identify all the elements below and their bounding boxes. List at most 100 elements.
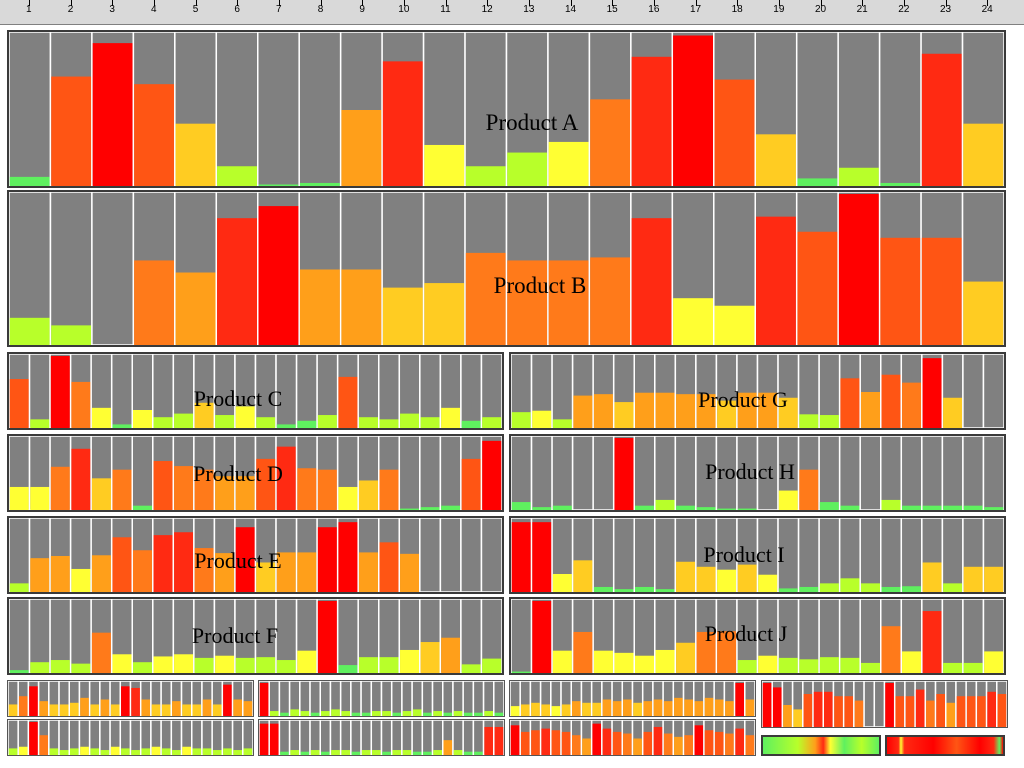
bar-slot bbox=[58, 720, 71, 755]
panel-title: Product I bbox=[703, 542, 785, 567]
bar bbox=[258, 206, 299, 345]
bar bbox=[256, 417, 276, 428]
bar bbox=[541, 704, 551, 716]
bar bbox=[392, 712, 402, 716]
bar bbox=[963, 662, 983, 673]
bar bbox=[9, 317, 50, 345]
bar bbox=[881, 499, 901, 510]
ruler-tick bbox=[237, 0, 239, 6]
bar bbox=[590, 99, 631, 186]
ruler-tick-label: 22 bbox=[898, 4, 910, 15]
bar-slot bbox=[941, 436, 964, 510]
bar-slot bbox=[472, 720, 485, 755]
bar bbox=[9, 670, 29, 673]
bar-slot bbox=[309, 720, 322, 755]
bar bbox=[441, 637, 461, 673]
panel-product-d: Product D bbox=[7, 434, 504, 512]
bar bbox=[963, 123, 1004, 186]
bar-slot bbox=[278, 720, 291, 755]
bar bbox=[943, 505, 963, 510]
bar-slot bbox=[9, 32, 52, 186]
bar bbox=[635, 655, 655, 673]
bar bbox=[592, 723, 602, 755]
bar bbox=[317, 601, 337, 673]
bar bbox=[297, 650, 317, 673]
bar bbox=[280, 712, 289, 716]
bar-slot bbox=[921, 436, 944, 510]
bar bbox=[194, 469, 214, 510]
bar bbox=[341, 110, 382, 186]
bar bbox=[737, 508, 757, 510]
bar bbox=[838, 194, 879, 345]
panel-title: Product H bbox=[705, 459, 795, 484]
bar bbox=[520, 731, 530, 755]
bar bbox=[987, 691, 997, 727]
ruler-tick bbox=[570, 0, 572, 6]
panel-title: Product G bbox=[698, 387, 788, 412]
bar bbox=[997, 694, 1007, 727]
bar bbox=[215, 553, 235, 592]
bar bbox=[885, 683, 894, 727]
bar bbox=[614, 402, 634, 428]
bar bbox=[235, 406, 255, 428]
bar bbox=[778, 397, 798, 428]
bar-slot bbox=[962, 599, 985, 673]
bar bbox=[674, 697, 683, 716]
bar-slot bbox=[460, 354, 483, 428]
bar bbox=[635, 505, 655, 510]
bar bbox=[643, 701, 653, 716]
panel-product-c: Product C bbox=[7, 352, 504, 430]
bar bbox=[90, 704, 100, 716]
bar bbox=[484, 711, 494, 716]
bar bbox=[49, 704, 59, 716]
ruler-tick-label: 23 bbox=[939, 4, 952, 15]
bar bbox=[880, 182, 921, 186]
gradient-strip-2 bbox=[885, 735, 1005, 756]
bar bbox=[737, 660, 757, 673]
bar bbox=[737, 564, 757, 592]
bar bbox=[338, 486, 358, 510]
bar bbox=[676, 561, 696, 592]
bar bbox=[494, 712, 504, 716]
bar-slot bbox=[319, 681, 332, 716]
bar bbox=[235, 657, 255, 673]
panel-title: Product D bbox=[193, 461, 283, 486]
bar-slot bbox=[110, 354, 134, 428]
bar bbox=[582, 702, 591, 716]
bar bbox=[30, 558, 50, 592]
bars-svg-mini-16 bbox=[510, 720, 755, 755]
bar bbox=[290, 709, 300, 716]
bars-svg-product-a bbox=[9, 32, 1004, 186]
bar-slot bbox=[319, 720, 332, 755]
ruler-tick-label: 8 bbox=[317, 4, 324, 15]
bar bbox=[758, 655, 778, 673]
bar-slot bbox=[152, 354, 175, 428]
bar bbox=[572, 701, 581, 716]
bar bbox=[276, 446, 296, 510]
bar bbox=[212, 704, 222, 716]
bar bbox=[717, 569, 737, 592]
bar bbox=[984, 566, 1004, 592]
bar bbox=[655, 589, 675, 592]
bar-slot bbox=[452, 681, 464, 716]
bar-slot bbox=[462, 681, 475, 716]
bar-slot bbox=[49, 192, 93, 345]
ruler-tick-label: 12 bbox=[481, 4, 493, 15]
bar bbox=[482, 658, 502, 673]
bar-slot bbox=[859, 599, 882, 673]
bar-slot bbox=[419, 354, 442, 428]
bar-slot bbox=[9, 518, 31, 592]
bar bbox=[633, 738, 642, 755]
bar-slot bbox=[9, 599, 31, 673]
bar-slot bbox=[880, 518, 903, 592]
ruler-tick bbox=[487, 0, 489, 6]
bar bbox=[341, 750, 351, 755]
bar-slot bbox=[878, 32, 922, 186]
bar-slot bbox=[339, 720, 352, 755]
bar bbox=[358, 417, 378, 428]
bar-slot bbox=[431, 681, 444, 716]
bar bbox=[926, 700, 935, 727]
bar bbox=[684, 699, 693, 716]
bar bbox=[358, 480, 378, 510]
bar bbox=[880, 237, 921, 345]
